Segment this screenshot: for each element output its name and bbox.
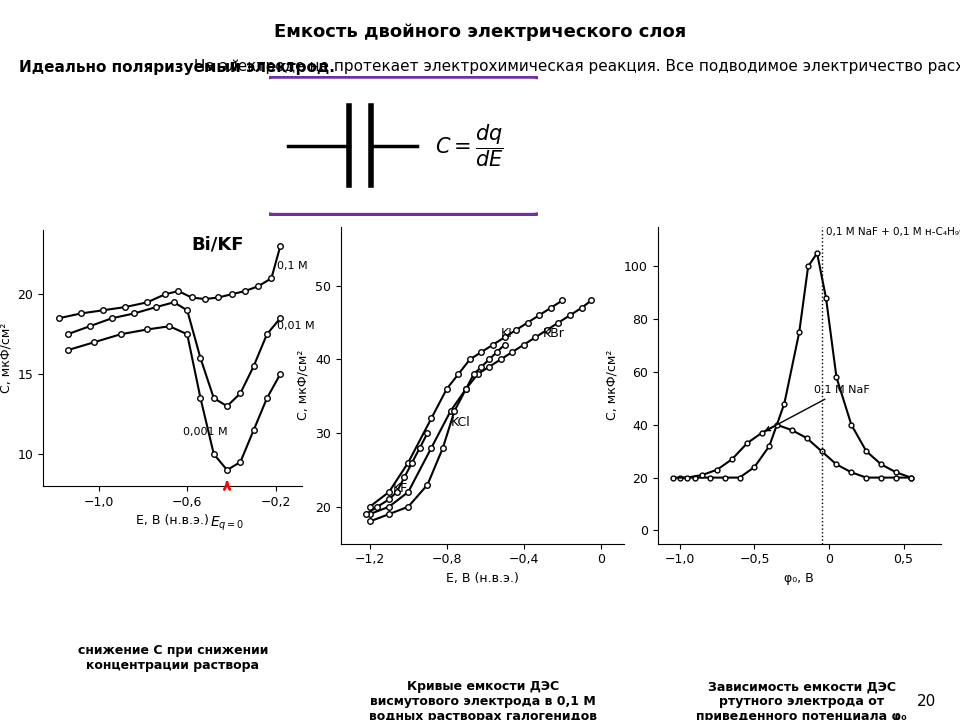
Text: $E_{q=0}$: $E_{q=0}$ <box>210 515 244 533</box>
Text: снижение C при снижении
концентрации раствора: снижение C при снижении концентрации рас… <box>78 644 268 672</box>
Text: KI: KI <box>501 328 513 341</box>
Text: $C = \dfrac{dq}{dE}$: $C = \dfrac{dq}{dE}$ <box>436 122 504 169</box>
Text: 0,1 М: 0,1 М <box>276 261 307 271</box>
Text: KF: KF <box>393 482 408 495</box>
Text: На электроде не протекает электрохимическая реакция. Все подводимое электричеств: На электроде не протекает электрохимичес… <box>189 59 960 74</box>
Text: 0,1 M NaF + 0,1 M н-C₄H₉OH: 0,1 M NaF + 0,1 M н-C₄H₉OH <box>826 227 960 237</box>
Text: 0,01 М: 0,01 М <box>276 321 315 331</box>
Text: Bi/KF: Bi/KF <box>192 235 244 253</box>
Text: Емкость двойного электрического слоя: Емкость двойного электрического слоя <box>274 23 686 41</box>
Text: 0,001 М: 0,001 М <box>182 427 228 437</box>
X-axis label: φ₀, В: φ₀, В <box>784 572 814 585</box>
Y-axis label: C, мкФ/см²: C, мкФ/см² <box>606 350 618 420</box>
Text: Зависимость емкости ДЭС
ртутного электрода от
приведенного потенциала φ₀: Зависимость емкости ДЭС ртутного электро… <box>696 680 907 720</box>
Text: 0,1 M NaF: 0,1 M NaF <box>766 385 870 431</box>
FancyBboxPatch shape <box>263 77 543 215</box>
Y-axis label: C, мкФ/см²: C, мкФ/см² <box>297 350 309 420</box>
X-axis label: E, В (н.в.э.): E, В (н.в.э.) <box>446 572 518 585</box>
X-axis label: E, В (н.в.э.): E, В (н.в.э.) <box>136 514 209 527</box>
Text: Кривые емкости ДЭС
висмутового электрода в 0,1 М
водных растворах галогенидов
ка: Кривые емкости ДЭС висмутового электрода… <box>369 680 597 720</box>
Y-axis label: C, мкФ/см²: C, мкФ/см² <box>0 323 12 393</box>
Text: KCl: KCl <box>450 415 470 428</box>
Text: KBr: KBr <box>543 328 565 341</box>
Text: Идеально поляризуемый электрод.: Идеально поляризуемый электрод. <box>19 59 335 75</box>
Text: 20: 20 <box>917 694 936 709</box>
